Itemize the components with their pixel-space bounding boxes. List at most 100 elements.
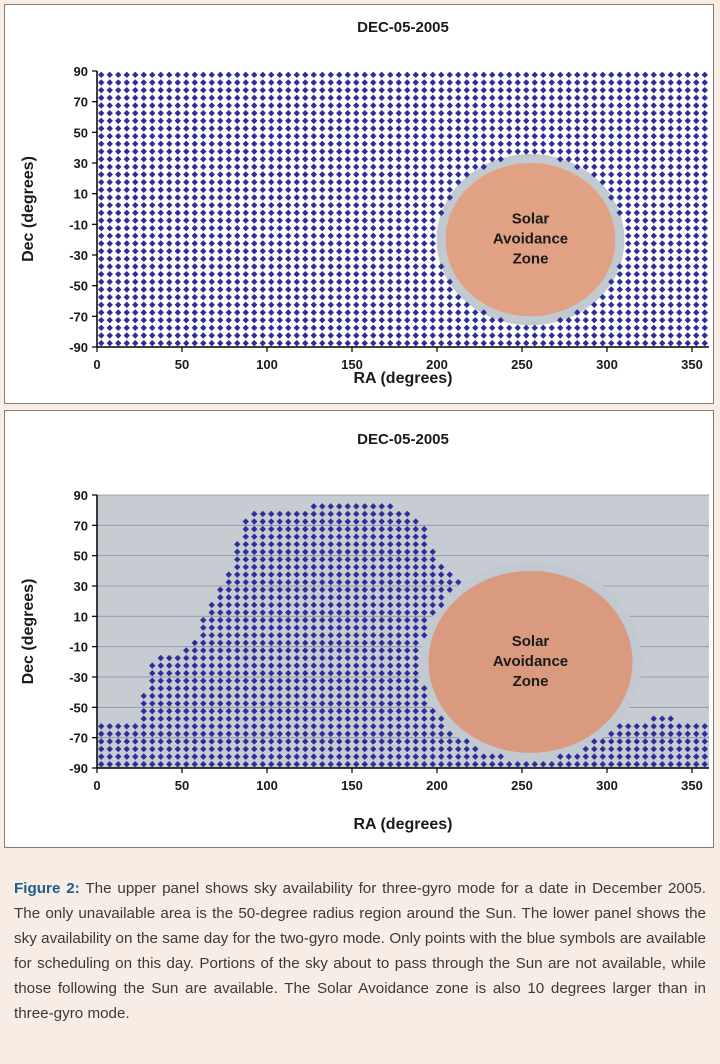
top-point (395, 163, 402, 171)
top-point (378, 132, 385, 140)
top-point (625, 178, 632, 186)
top-point (531, 339, 538, 347)
top-point (676, 117, 683, 125)
top-point (625, 148, 632, 155)
top-point (157, 339, 164, 347)
top-point (625, 217, 632, 224)
bottom-point (353, 707, 360, 715)
top-point (140, 240, 147, 247)
top-point (106, 186, 113, 194)
top-point (234, 86, 241, 94)
top-point (251, 201, 258, 209)
bottom-point (208, 685, 215, 692)
top-point (259, 301, 266, 309)
top-point (676, 270, 683, 278)
top-point (650, 163, 657, 171)
top-point (412, 293, 419, 301)
top-point (285, 201, 292, 209)
bottom-y-tick-label: 70 (74, 518, 88, 533)
top-point (548, 148, 555, 155)
bottom-point (166, 707, 173, 715)
top-point (242, 132, 249, 140)
top-point (302, 178, 309, 186)
top-point (412, 117, 419, 125)
top-point (684, 71, 691, 79)
top-point (132, 232, 139, 240)
top-point (242, 316, 249, 324)
top-point (140, 163, 147, 171)
bottom-point (106, 753, 113, 760)
top-point (378, 339, 385, 347)
top-point (446, 309, 453, 316)
top-point (659, 178, 666, 186)
top-point (608, 132, 615, 140)
top-point (625, 132, 632, 140)
top-point (387, 332, 394, 339)
top-point (200, 178, 207, 186)
top-point (225, 270, 232, 278)
top-point (395, 278, 402, 286)
top-point (268, 194, 275, 201)
top-point (140, 316, 147, 324)
top-point (387, 224, 394, 232)
top-y-tick-label: -30 (69, 248, 88, 263)
top-point (242, 178, 249, 186)
top-point (395, 339, 402, 347)
top-point (591, 301, 598, 309)
top-point (412, 155, 419, 163)
top-point (115, 155, 122, 163)
top-point (149, 94, 156, 102)
top-point (200, 71, 207, 79)
top-point (438, 94, 445, 102)
top-point (404, 86, 411, 94)
top-point (268, 278, 275, 286)
top-point (200, 155, 207, 163)
top-point (98, 94, 105, 102)
top-point (395, 79, 402, 86)
top-point (378, 270, 385, 278)
bottom-point (217, 616, 224, 624)
top-point (684, 301, 691, 309)
bottom-point (361, 548, 368, 556)
top-point (98, 339, 105, 347)
top-point (225, 316, 232, 324)
top-point (336, 102, 343, 109)
top-point (650, 270, 657, 278)
top-point (302, 232, 309, 240)
top-point (217, 201, 224, 209)
top-point (293, 293, 300, 301)
top-point (438, 178, 445, 186)
top-point (684, 79, 691, 86)
top-point (183, 132, 190, 140)
bottom-point (319, 571, 326, 578)
top-point (149, 79, 156, 86)
top-point (531, 132, 538, 140)
bottom-point (242, 639, 249, 647)
top-point (242, 224, 249, 232)
bottom-point (344, 753, 351, 760)
top-point (98, 155, 105, 163)
top-point (302, 140, 309, 148)
top-point (599, 155, 606, 163)
top-point (540, 71, 547, 79)
top-point (701, 109, 708, 117)
top-point (650, 332, 657, 339)
bottom-point (412, 616, 419, 624)
top-point (421, 301, 428, 309)
top-point (387, 339, 394, 347)
top-point (276, 293, 283, 301)
top-point (268, 148, 275, 155)
bottom-point (336, 594, 343, 601)
top-point (174, 148, 181, 155)
top-point (684, 270, 691, 278)
top-point (174, 339, 181, 347)
top-point (319, 209, 326, 217)
top-point (174, 316, 181, 324)
top-point (404, 263, 411, 270)
top-point (650, 301, 657, 309)
top-point (285, 232, 292, 240)
top-point (540, 109, 547, 117)
top-point (157, 201, 164, 209)
top-point (259, 332, 266, 339)
top-point (463, 86, 470, 94)
